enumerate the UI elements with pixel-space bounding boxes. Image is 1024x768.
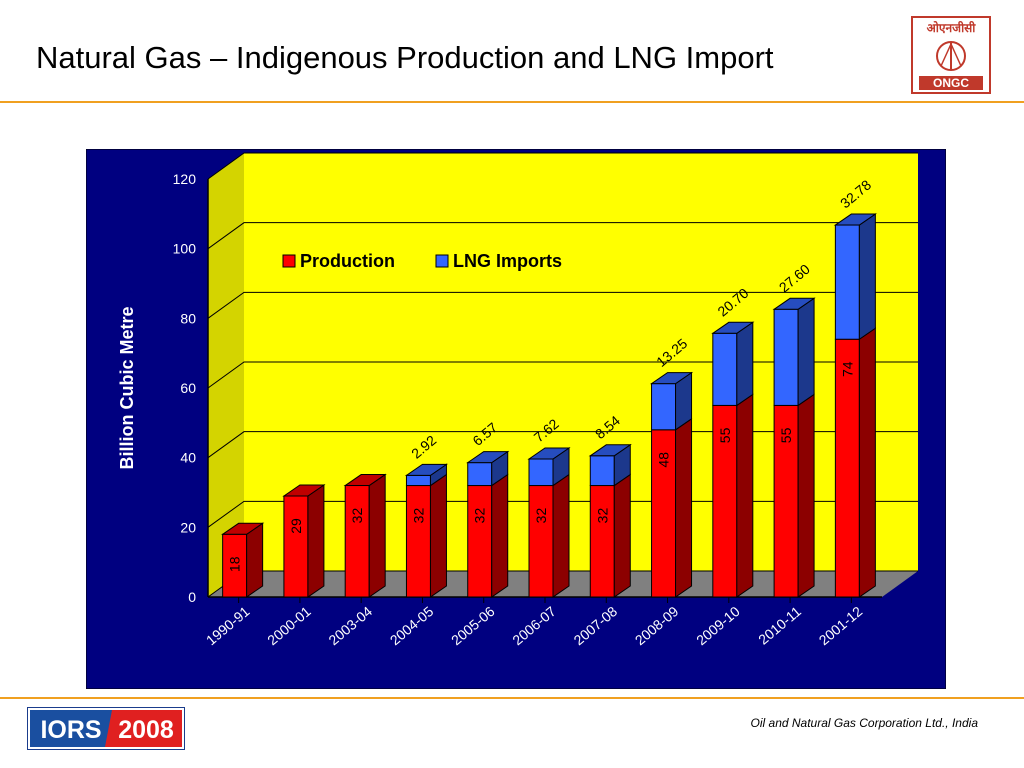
lng-imports-bar-side	[736, 321, 754, 407]
production-bar-front	[405, 485, 431, 598]
lng-imports-bar-top	[772, 297, 816, 310]
gridline	[207, 361, 918, 389]
production-data-label: 32	[349, 508, 365, 524]
gridline	[207, 431, 918, 459]
logo-ongc-text: ONGC	[933, 76, 969, 90]
production-bar-top	[343, 474, 387, 487]
production-data-label: 18	[227, 556, 243, 572]
lng-imports-bar-top	[466, 451, 510, 464]
y-tick-label: 20	[180, 519, 196, 535]
production-bar-side	[613, 473, 631, 598]
slide-title: Natural Gas – Indigenous Production and …	[36, 40, 774, 75]
lng-imports-bar-front	[651, 383, 677, 431]
lng-imports-bar-top	[527, 447, 571, 460]
lng-imports-bar-front	[773, 308, 799, 406]
production-bar-front	[773, 404, 799, 598]
lng-imports-bar-front	[834, 224, 860, 340]
production-bar-side	[797, 393, 815, 598]
y-tick-label: 100	[173, 241, 197, 257]
lng-imports-bar-front	[467, 462, 493, 487]
header-rule	[0, 101, 1024, 103]
legend-swatch-production	[282, 254, 296, 268]
production-data-label: 48	[656, 452, 672, 468]
production-bar-side	[675, 417, 693, 598]
y-tick-label: 60	[180, 380, 196, 396]
production-bar-front	[283, 495, 309, 598]
gridline	[207, 222, 918, 250]
legend-label-lng-imports: LNG Imports	[453, 251, 562, 271]
footer-rule	[0, 697, 1024, 699]
production-bar-side	[307, 484, 325, 598]
lng-imports-bar-top	[404, 463, 449, 476]
ongc-logo: ओएनजीसी ONGC	[911, 16, 991, 94]
production-bar-top	[221, 522, 265, 535]
gridline	[207, 152, 918, 180]
production-bar-side	[368, 473, 386, 598]
lng-imports-bar-front	[712, 332, 738, 406]
y-tick-label: 80	[180, 310, 196, 326]
legend-label-production: Production	[300, 251, 395, 271]
lng-imports-bar-front	[589, 455, 615, 487]
production-bar-front	[344, 485, 370, 598]
lng-imports-bar-top	[588, 444, 632, 457]
production-data-label: 32	[594, 508, 610, 524]
y-axis-title: Billion Cubic Metre	[117, 306, 137, 469]
logo-hindi-text: ओएनजीसी	[927, 21, 977, 35]
production-data-label: 32	[533, 508, 549, 524]
production-data-label: 55	[778, 427, 794, 443]
lng-imports-bar-top	[833, 213, 877, 226]
lng-imports-bar-top	[649, 372, 694, 385]
lng-imports-bar-front	[405, 474, 431, 487]
iors-2008-logo: IORS 2008	[27, 707, 185, 750]
production-bar-side	[491, 473, 509, 598]
production-bar-front	[528, 485, 554, 598]
y-tick-label: 0	[188, 589, 196, 605]
production-bar-top	[282, 484, 326, 497]
production-data-label: 74	[839, 361, 855, 377]
production-bar-front	[222, 533, 248, 598]
production-data-label: 55	[717, 427, 733, 443]
y-tick-label: 120	[173, 171, 197, 187]
gridline	[207, 291, 918, 319]
iors-year-text: 2008	[118, 716, 174, 744]
production-bar-front	[712, 404, 738, 598]
legend-swatch-lng-imports	[435, 254, 449, 268]
iors-text: IORS	[40, 716, 101, 744]
production-data-label: 29	[288, 518, 304, 534]
production-bar-side	[858, 327, 876, 598]
production-bar-side	[246, 522, 264, 598]
production-bar-side	[736, 393, 754, 598]
production-bar-side	[552, 473, 570, 598]
gridline	[207, 500, 918, 528]
y-tick-label: 40	[180, 450, 196, 466]
lng-imports-bar-side	[797, 297, 815, 407]
production-data-label: 32	[410, 508, 426, 524]
production-bar-front	[467, 485, 493, 598]
production-data-label: 32	[472, 508, 488, 524]
production-bar-side	[429, 473, 447, 598]
production-bar-front	[589, 485, 615, 598]
footer-company-name: Oil and Natural Gas Corporation Ltd., In…	[750, 716, 978, 730]
lng-imports-bar-side	[858, 213, 876, 341]
lng-imports-bar-front	[528, 458, 554, 487]
lng-imports-bar-top	[711, 321, 755, 334]
